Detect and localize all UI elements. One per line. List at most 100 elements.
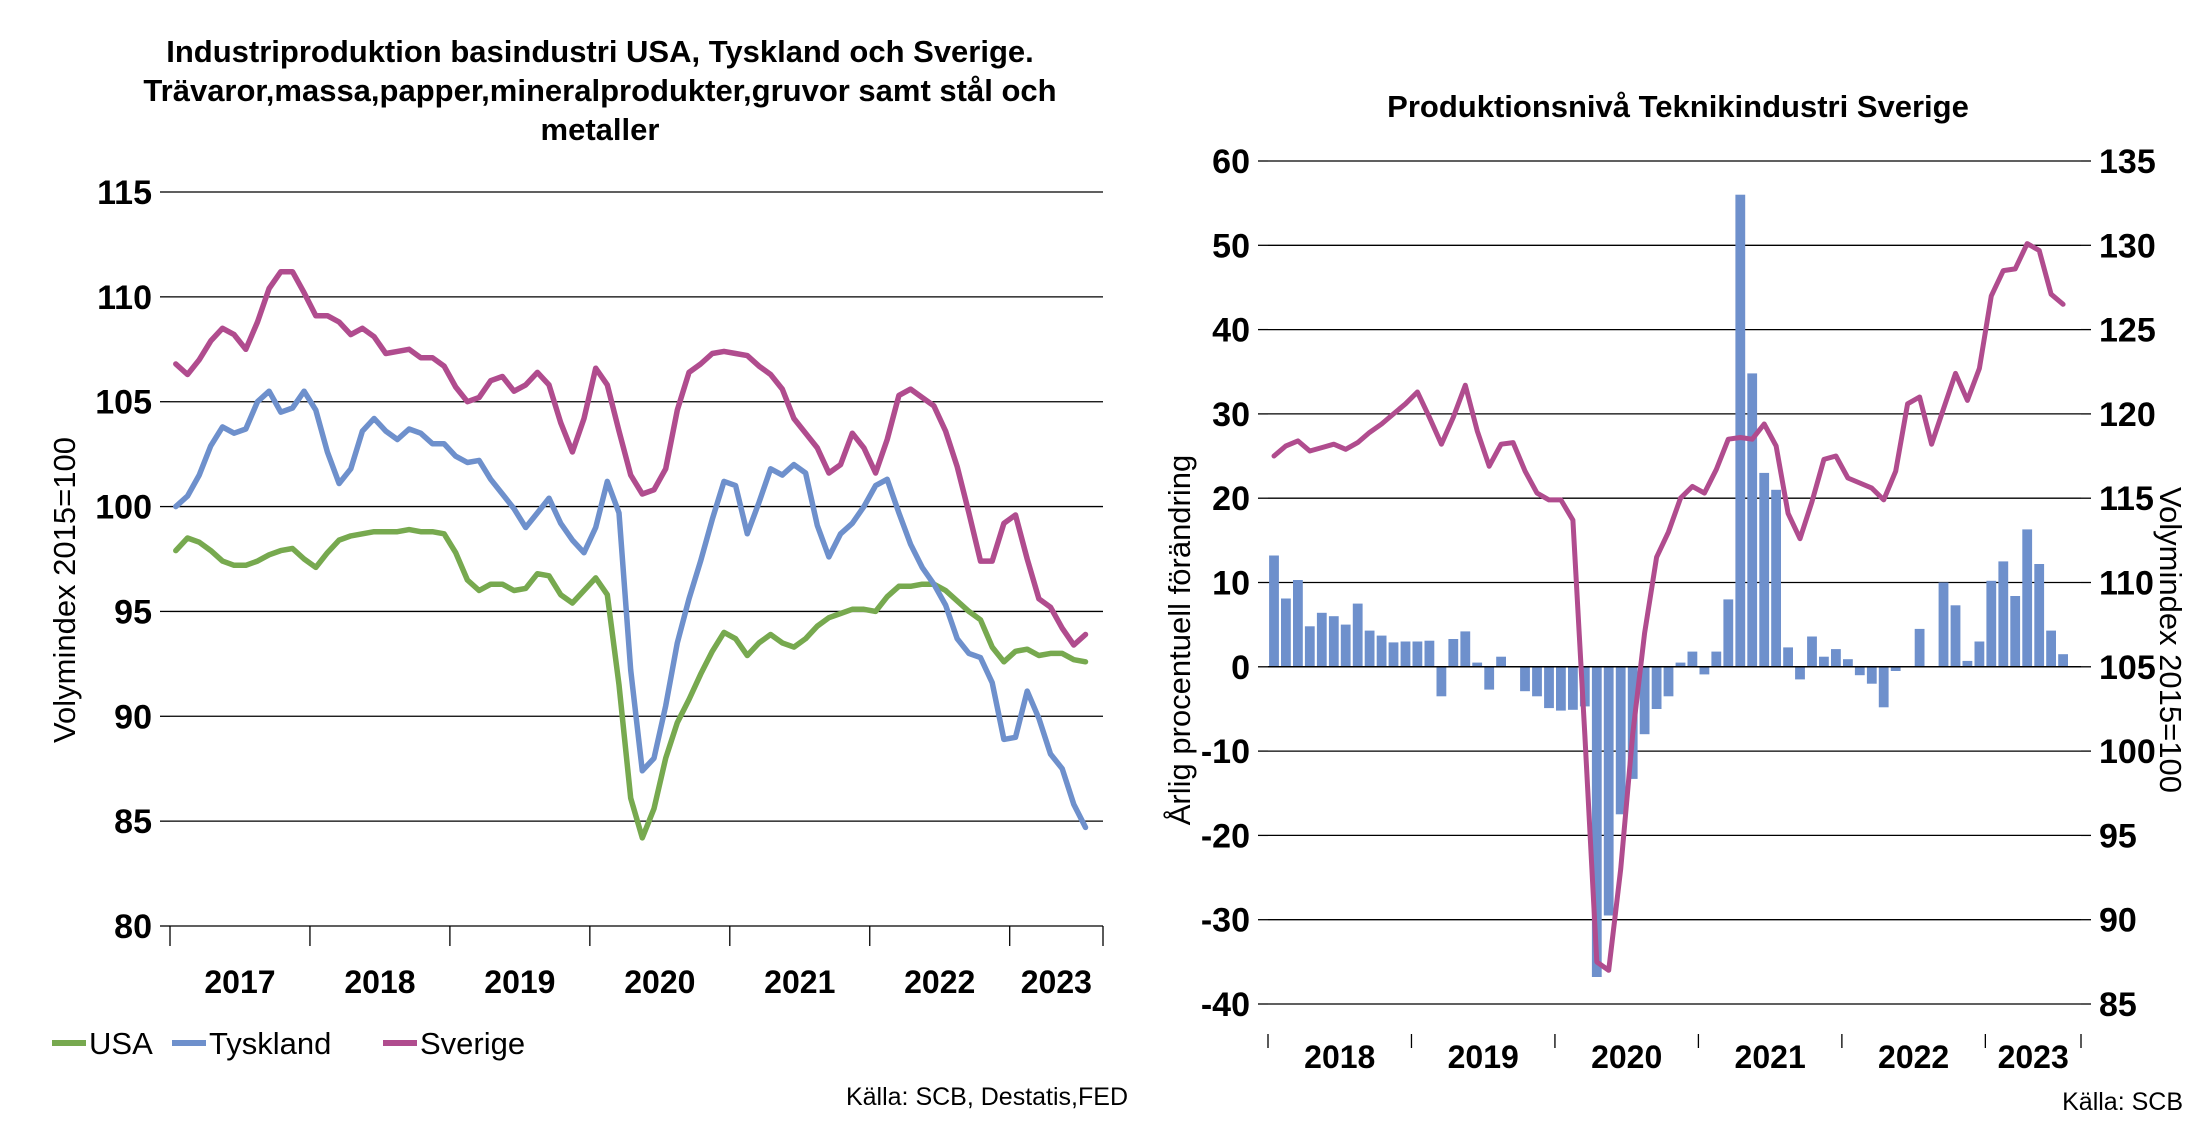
bar	[1281, 598, 1291, 667]
right-left-y-tick-label: 30	[1212, 396, 1250, 434]
right-left-y-tick-label: 50	[1212, 227, 1250, 265]
bar	[1747, 373, 1758, 667]
left-x-tick-label: 2023	[1021, 964, 1092, 1000]
right-bars	[1269, 194, 2068, 977]
right-x-axis: 2018 2019 2020 2021 2022 2023	[1267, 666, 2082, 1075]
legend-label-tyskland: Tyskland	[209, 1026, 331, 1061]
bar	[1974, 641, 1985, 667]
left-y-tick-labels: 80 85 90 95 100 105 110 115	[95, 174, 152, 946]
left-x-axis: 2017 2018 2019 2020 2021 2022 2023	[169, 926, 1104, 1000]
right-right-y-tick-label: 85	[2099, 986, 2137, 1024]
bar	[1328, 616, 1339, 667]
left-title-line-3: metaller	[541, 112, 660, 147]
right-left-y-tick-label: 0	[1231, 649, 1250, 687]
bar	[1352, 603, 1363, 667]
bar	[1436, 666, 1447, 697]
bar	[1998, 561, 2009, 667]
bar	[1556, 666, 1566, 711]
bar	[1639, 666, 1650, 735]
bar	[1316, 612, 1327, 667]
bar	[1448, 639, 1459, 667]
bar	[1424, 640, 1435, 667]
left-x-tick-label: 2021	[764, 964, 835, 1000]
right-left-y-tick-label: 10	[1212, 565, 1250, 603]
bar	[1759, 472, 1770, 667]
left-y-axis-label: Volymindex 2015=100	[47, 437, 82, 743]
bar	[1376, 635, 1387, 667]
bar	[1496, 656, 1506, 667]
left-title-line-2: Trävaror,massa,papper,mineralprodukter,g…	[143, 73, 1056, 108]
bar	[1663, 666, 1674, 697]
right-left-y-axis-label: Årlig procentuell förändring	[1162, 455, 1197, 826]
bar	[1783, 647, 1793, 667]
right-right-y-tick-label: 120	[2099, 396, 2156, 434]
bar	[1472, 662, 1483, 667]
bar	[1687, 651, 1698, 667]
left-series-lines	[173, 268, 1089, 841]
right-left-y-tick-label: 20	[1212, 480, 1250, 518]
right-left-y-tick-label: -10	[1201, 733, 1250, 771]
bar	[1651, 666, 1662, 709]
right-x-tick-label: 2019	[1448, 1039, 1519, 1075]
left-x-tick-label: 2019	[484, 964, 555, 1000]
right-gridlines	[1258, 160, 2091, 1005]
bar	[1675, 662, 1686, 667]
bar	[1807, 636, 1817, 667]
bar	[1293, 580, 1303, 667]
right-right-y-tick-label: 130	[2099, 227, 2156, 265]
right-right-y-tick-label: 125	[2099, 312, 2156, 350]
bar	[1854, 666, 1865, 676]
bar	[2022, 529, 2033, 667]
legend: USA Tyskland Sverige	[52, 1026, 525, 1061]
bar	[1388, 642, 1399, 667]
bar	[1340, 624, 1351, 667]
right-left-y-tick-label: -30	[1201, 902, 1250, 940]
right-source-note: Källa: SCB	[2062, 1088, 2183, 1116]
bar	[1962, 660, 1973, 667]
right-right-y-tick-label: 110	[2099, 565, 2154, 603]
left-title-line-1: Industriproduktion basindustri USA, Tysk…	[166, 34, 1034, 69]
bar	[1771, 489, 1781, 667]
right-right-y-tick-label: 135	[2099, 143, 2156, 181]
bar	[1914, 628, 1925, 667]
bar	[2058, 654, 2068, 667]
bar	[2010, 596, 2021, 667]
left-x-tick-label: 2018	[344, 964, 415, 1000]
right-left-y-tick-label: 60	[1212, 143, 1250, 181]
right-right-y-tick-label: 95	[2099, 817, 2137, 855]
bar	[1819, 656, 1829, 667]
right-x-tick-label: 2023	[1998, 1039, 2069, 1075]
bar	[1699, 666, 1710, 675]
bar	[1400, 641, 1411, 667]
bar	[2034, 564, 2045, 667]
left-x-tick-label: 2022	[904, 964, 975, 1000]
index-line	[1271, 241, 2066, 973]
left-chart: Industriproduktion basindustri USA, Tysk…	[47, 34, 1128, 1111]
bar	[1735, 194, 1746, 667]
right-left-y-tick-labels: -40 -30 -20 -10 0 10 20 30 40 50 60	[1201, 143, 1250, 1024]
right-x-tick-label: 2020	[1591, 1039, 1662, 1075]
right-chart: Produktionsnivå Teknikindustri Sverige -…	[1162, 89, 2188, 1116]
bar	[2046, 630, 2056, 667]
left-y-tick-label: 110	[97, 279, 152, 317]
series-line-sverige	[173, 268, 1089, 648]
bar	[1520, 666, 1530, 692]
bar	[1460, 631, 1471, 667]
right-left-y-tick-label: -20	[1201, 817, 1250, 855]
bar	[1843, 659, 1853, 667]
right-right-y-tick-label: 100	[2099, 733, 2156, 771]
bar	[1364, 630, 1375, 667]
bar	[1532, 666, 1542, 697]
bar	[1591, 666, 1602, 977]
bar	[1412, 641, 1423, 667]
right-x-tick-label: 2022	[1878, 1039, 1949, 1075]
left-source-note: Källa: SCB, Destatis,FED	[846, 1083, 1128, 1111]
right-index-line	[1271, 241, 2066, 973]
left-x-tick-label: 2017	[204, 964, 275, 1000]
bar	[1986, 580, 1997, 667]
left-y-tick-label: 115	[97, 174, 152, 212]
bar	[1544, 666, 1554, 709]
bar	[1878, 666, 1889, 708]
